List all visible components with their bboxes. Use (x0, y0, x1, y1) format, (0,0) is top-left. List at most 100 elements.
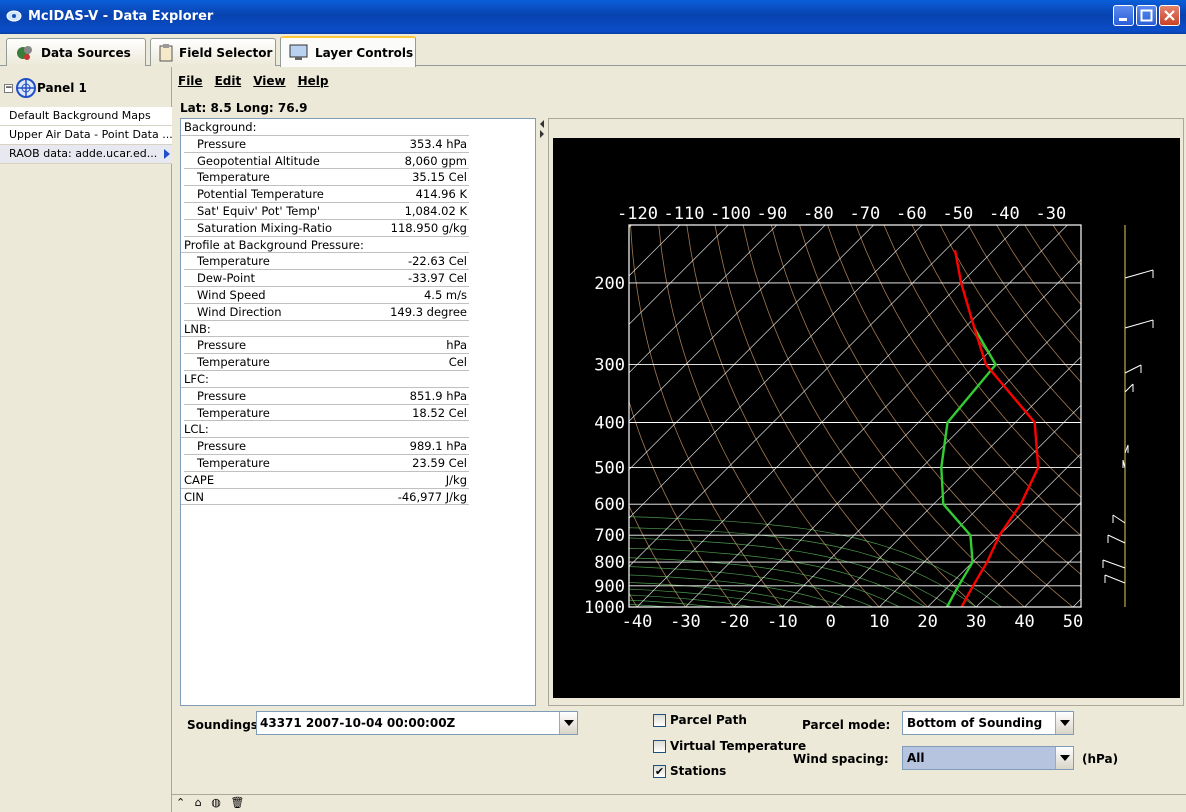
dropdown-arrow-icon[interactable] (559, 712, 577, 734)
soundings-value: 43371 2007-10-04 00:00:00Z (260, 716, 456, 730)
moist-adiabat-line (553, 572, 1180, 617)
dry-adiabat-line (827, 225, 1081, 575)
moist-adiabat-line (629, 604, 674, 607)
globe-icon[interactable]: ◍ (211, 796, 221, 809)
top-tick-label: -50 (943, 204, 974, 224)
readout-value: 18.52 Cel (412, 405, 467, 420)
tab-label: Field Selector (179, 45, 273, 60)
skewt-plot[interactable]: -120 -110 -100 -90 -80 -70 -60 -50 -40 -30 -40 -30-… (553, 138, 1180, 698)
close-button[interactable] (1159, 5, 1180, 26)
chevron-up-icon[interactable]: ⌃ (176, 796, 186, 809)
parcel-mode-label: Parcel mode: (802, 718, 891, 732)
bottom-tick-label: 0 (826, 612, 836, 632)
tab-data-sources[interactable]: Data Sources (6, 38, 146, 66)
lat-long-readout: Lat: 8.5 Long: 76.9 (180, 101, 308, 115)
bottom-tick-label: -20 (719, 612, 750, 632)
tab-layer-controls[interactable]: Layer Controls (280, 36, 416, 67)
readout-row: Pressure 989.1 hPa (184, 438, 469, 455)
readout-value: 149.3 degree (390, 304, 467, 319)
readout-value: 414.96 K (415, 187, 467, 202)
top-tick-label: -60 (896, 204, 927, 224)
layer-tree-sidebar: − Panel 1 Default Background Maps Upper … (0, 67, 172, 812)
wind-barb (1124, 364, 1142, 374)
readout-label: Wind Speed (197, 287, 266, 302)
window-titlebar: McIDAS-V - Data Explorer (0, 0, 1186, 34)
top-tick-label: -110 (664, 204, 705, 224)
collapse-left-icon[interactable] (540, 120, 544, 128)
menu-help[interactable]: Help (297, 74, 329, 88)
expand-arrow-icon[interactable] (164, 149, 170, 159)
moist-adiabat-line (553, 565, 1180, 617)
menu-file[interactable]: File (178, 74, 203, 88)
readout-row: Wind Speed 4.5 m/s (184, 287, 469, 304)
readout-label: Profile at Background Pressure: (184, 237, 364, 252)
isotherm-line (684, 225, 1068, 607)
minimize-button[interactable] (1113, 5, 1134, 26)
home-icon[interactable]: ⌂ (194, 796, 202, 809)
layer-item-upper-air[interactable]: Upper Air Data - Point Data ... (0, 126, 172, 145)
collapse-icon[interactable]: − (4, 82, 13, 93)
layer-list: Default Background Maps Upper Air Data -… (0, 107, 172, 164)
collapse-right-icon[interactable] (540, 130, 544, 138)
maximize-button[interactable] (1136, 5, 1157, 26)
virtual-temperature-box[interactable] (653, 739, 666, 753)
pressure-tick-label: 700 (594, 526, 625, 546)
pressure-tick-label: 1000 (584, 598, 625, 618)
wind-barb (1104, 574, 1126, 584)
virtual-temperature-checkbox[interactable]: Virtual Temperature (653, 739, 806, 753)
mcidas-logo-icon (6, 10, 22, 22)
wind-spacing-label: Wind spacing: (793, 752, 889, 766)
dry-adiabat-line (770, 225, 1026, 607)
isotherm-line (781, 307, 1081, 607)
parcel-path-box[interactable] (653, 713, 666, 727)
minimize-icon (1119, 18, 1127, 21)
top-tick-label: -70 (850, 204, 881, 224)
wind-spacing-dropdown[interactable]: All (902, 746, 1074, 770)
readout-row: Wind Direction 149.3 degree (184, 304, 469, 321)
skewt-grid (553, 225, 1180, 617)
readout-row: Background: (181, 119, 469, 136)
skewt-diagram[interactable]: -120 -110 -100 -90 -80 -70 -60 -50 -40 -30-40 -30-… (553, 138, 1180, 698)
wind-spacing-unit: (hPa) (1082, 752, 1119, 766)
dropdown-arrow-icon[interactable] (1055, 747, 1073, 769)
isotherm-line (975, 501, 1081, 607)
split-pane-divider[interactable] (538, 118, 548, 706)
monitor-icon (289, 44, 308, 60)
readout-label: Background: (184, 120, 257, 134)
dropdown-arrow-icon[interactable] (1055, 712, 1073, 734)
trash-icon[interactable]: 🗑 (230, 796, 245, 809)
panel-label: Panel 1 (37, 81, 87, 95)
stations-checkbox[interactable]: ✔ Stations (653, 764, 726, 778)
readout-label: Sat' Equiv' Pot' Temp' (197, 203, 321, 218)
parcel-mode-dropdown[interactable]: Bottom of Sounding (902, 711, 1074, 735)
parcel-mode-value: Bottom of Sounding (907, 716, 1043, 730)
isotherm-line (636, 225, 1020, 607)
parcel-path-checkbox[interactable]: Parcel Path (653, 713, 747, 727)
readout-label: LNB: (184, 321, 211, 336)
readout-row: LCL: (181, 421, 469, 439)
soundings-label: Soundings: (187, 718, 263, 732)
dry-adiabat-line (996, 225, 1081, 345)
readout-value: 1,084.02 K (404, 203, 467, 218)
isotherm-line (927, 453, 1081, 607)
isotherm-line (629, 225, 826, 422)
stations-box[interactable]: ✔ (653, 764, 666, 778)
readout-row: Pressure 851.9 hPa (184, 388, 469, 405)
soundings-dropdown[interactable]: 43371 2007-10-04 00:00:00Z (256, 711, 578, 735)
wind-barb (1102, 559, 1126, 569)
readout-value: 4.5 m/s (423, 287, 467, 302)
wind-barb (1124, 319, 1154, 329)
layer-item-background-maps[interactable]: Default Background Maps (0, 107, 172, 126)
wind-barb (1124, 444, 1129, 454)
readout-label: Pressure (197, 338, 247, 353)
menu-edit[interactable]: Edit (214, 74, 242, 88)
readout-row: Pressure 353.4 hPa (184, 136, 469, 153)
layer-item-raob[interactable]: RAOB data: adde.ucar.ed... (0, 145, 172, 164)
panel-globe-icon (16, 78, 36, 98)
tab-strip: Data Sources Field Selector Layer Contro… (0, 34, 1186, 67)
menu-view[interactable]: View (253, 74, 286, 88)
readout-value: 989.1 hPa (409, 439, 467, 454)
tab-field-selector[interactable]: Field Selector (150, 38, 276, 66)
panel-node[interactable]: − Panel 1 (4, 77, 87, 99)
readout-label: LCL: (184, 422, 209, 437)
